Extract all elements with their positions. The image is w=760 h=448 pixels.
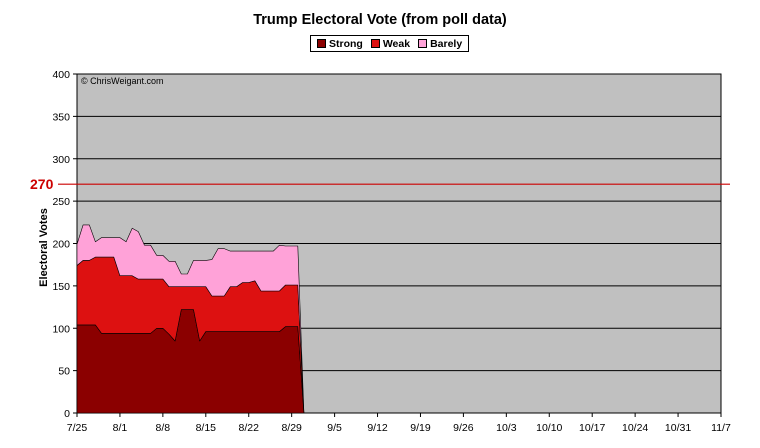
y-tick-label-50: 50 bbox=[58, 366, 70, 378]
series-areas bbox=[76, 224, 348, 414]
x-tick-label-9-26: 9/26 bbox=[453, 422, 474, 434]
y-tick-label-400: 400 bbox=[52, 69, 70, 81]
x-tick-label-9-12: 9/12 bbox=[367, 422, 388, 434]
x-tick-label-10-3: 10/3 bbox=[496, 422, 517, 434]
x-tick-label-10-24: 10/24 bbox=[622, 422, 648, 434]
legend-label-barely: Barely bbox=[430, 37, 463, 50]
legend-swatch-strong bbox=[317, 39, 326, 48]
y-tick-label-0: 0 bbox=[64, 408, 70, 420]
legend-entry-barely: Barely bbox=[418, 38, 462, 50]
x-tick-label-8-8: 8/8 bbox=[156, 422, 171, 434]
y-tick-label-100: 100 bbox=[52, 323, 70, 335]
x-tick-label-10-10: 10/10 bbox=[536, 422, 562, 434]
legend: Strong Weak Barely bbox=[310, 35, 470, 52]
x-axis-ticks: 7/25 8/1 8/8 8/15 8/22 8/29 9/5 9/12 9/19 9/26 10/… bbox=[67, 413, 731, 434]
y-axis-ticks: 0 50 100 150 200 250 300 350 400 bbox=[52, 69, 77, 420]
y-tick-label-350: 350 bbox=[52, 111, 70, 123]
y-tick-label-200: 200 bbox=[52, 239, 70, 251]
x-tick-label-8-15: 8/15 bbox=[196, 422, 217, 434]
legend-swatch-weak bbox=[370, 39, 380, 48]
legend-label-weak: Weak bbox=[382, 37, 411, 50]
y-tick-label-150: 150 bbox=[52, 281, 70, 293]
x-tick-label-9-5: 9/5 bbox=[327, 422, 342, 434]
x-tick-label-8-29: 8/29 bbox=[281, 422, 302, 434]
x-tick-label-8-22: 8/22 bbox=[239, 422, 260, 434]
y-tick-label-250: 250 bbox=[52, 196, 70, 208]
x-tick-label-10-31: 10/31 bbox=[665, 422, 691, 434]
chart-title: Trump Electoral Vote (from poll data) bbox=[253, 12, 507, 28]
x-tick-label-8-1: 8/1 bbox=[113, 422, 128, 434]
legend-entry-strong: Strong bbox=[317, 38, 363, 50]
legend-label-strong: Strong bbox=[329, 37, 363, 50]
legend-swatch-barely bbox=[418, 39, 428, 48]
y-tick-label-300: 300 bbox=[52, 154, 70, 166]
threshold-270-label: 270 bbox=[30, 176, 54, 192]
y-axis-title: Electoral Votes bbox=[38, 208, 50, 287]
copyright-annotation: © ChrisWeigant.com bbox=[81, 76, 164, 86]
x-tick-label-11-7: 11/7 bbox=[711, 422, 731, 434]
series-area-barely bbox=[76, 224, 348, 414]
x-tick-label-9-19: 9/19 bbox=[410, 422, 431, 434]
legend-entry-weak: Weak bbox=[370, 37, 411, 50]
x-tick-label-7-25: 7/25 bbox=[67, 422, 88, 434]
x-tick-label-10-17: 10/17 bbox=[579, 422, 605, 434]
